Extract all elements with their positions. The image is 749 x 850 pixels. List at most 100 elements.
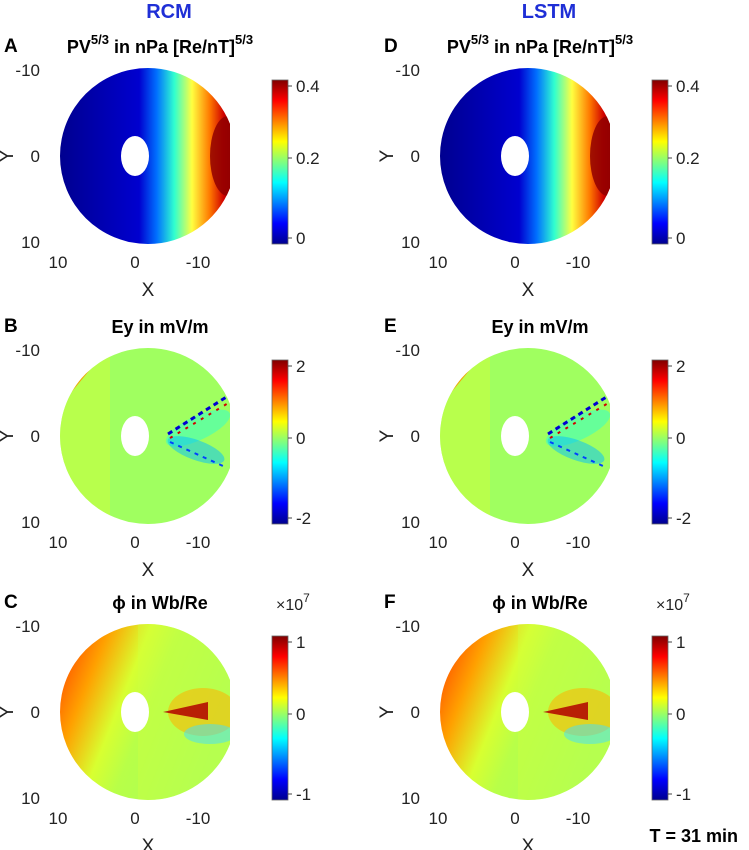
colorbar-tick-label: -2 <box>676 509 691 528</box>
y-tick-label: 0 <box>411 147 420 166</box>
y-axis-label: Y <box>0 705 18 718</box>
colorbar-tick-label: 0.2 <box>676 149 700 168</box>
colorbar-tick-label: -1 <box>296 785 311 804</box>
column-title-1: RCM <box>146 1 192 23</box>
colorbar-exponent: ×107 <box>656 591 690 614</box>
colorbar-tick-label: 0 <box>296 429 305 448</box>
x-tick-label: 10 <box>49 533 68 552</box>
colorbar-tick-label: 0.4 <box>676 77 700 96</box>
inner-boundary <box>501 692 529 732</box>
x-tick-label: 0 <box>130 253 139 272</box>
heatmap <box>440 624 610 800</box>
x-tick-label: 0 <box>510 253 519 272</box>
x-tick-label: -10 <box>186 533 211 552</box>
y-tick-label: 0 <box>31 427 40 446</box>
x-tick-label: 10 <box>49 809 68 828</box>
colorbar-tick-label: 2 <box>296 357 305 376</box>
colorbar-tick-label: 0 <box>676 705 685 724</box>
colorbar-tick-label: 1 <box>296 633 305 652</box>
x-tick-label: 0 <box>130 533 139 552</box>
colorbar-tick-label: 0 <box>296 705 305 724</box>
panel-letter: C <box>4 592 18 613</box>
colorbar-tick-label: -2 <box>296 509 311 528</box>
x-tick-label: 10 <box>49 253 68 272</box>
colorbar <box>271 635 289 801</box>
x-axis-label: X <box>142 280 155 301</box>
colorbar-tick-label: -1 <box>676 785 691 804</box>
y-tick-label: 0 <box>31 147 40 166</box>
x-axis-label: X <box>522 280 535 301</box>
panel-title: PV5/3 in nPa [Re/nT]5/3 <box>447 32 633 57</box>
colorbar <box>271 359 289 525</box>
panel-title: Ey in mV/m <box>111 317 208 337</box>
x-axis-label: X <box>142 836 155 850</box>
heatmap <box>440 348 610 524</box>
colorbar <box>651 79 669 245</box>
y-tick-label: 10 <box>21 513 40 532</box>
y-axis-label: Y <box>377 149 398 162</box>
y-tick-label: 10 <box>21 789 40 808</box>
colorbar-tick-label: 0 <box>676 229 685 248</box>
panel-title: Ey in mV/m <box>491 317 588 337</box>
heatmap <box>60 624 230 800</box>
heatmap <box>440 68 610 244</box>
colorbar <box>271 79 289 245</box>
y-tick-label: 0 <box>411 703 420 722</box>
colorbar <box>651 359 669 525</box>
panel-letter: D <box>384 36 398 57</box>
inner-boundary <box>121 136 149 176</box>
heatmap <box>60 68 230 244</box>
panel-E: E Ey in mV/m -10 0 10 10 0 -10 X Y 2 0 -2 <box>377 316 691 581</box>
panel-D: D PV5/3 in nPa [Re/nT]5/3 -10 0 10 10 0 -10 X Y 0.… <box>377 32 700 301</box>
inner-boundary <box>501 416 529 456</box>
colorbar-exponent: ×107 <box>276 591 310 614</box>
x-tick-label: 0 <box>130 809 139 828</box>
y-tick-label: -10 <box>395 61 420 80</box>
panel-title: PV5/3 in nPa [Re/nT]5/3 <box>67 32 253 57</box>
y-tick-label: -10 <box>15 61 40 80</box>
x-tick-label: -10 <box>186 809 211 828</box>
panel-letter: F <box>384 592 396 613</box>
x-tick-label: -10 <box>566 533 591 552</box>
y-tick-label: -10 <box>395 617 420 636</box>
y-axis-label: Y <box>377 705 398 718</box>
panel-title: ϕ in Wb/Re <box>112 593 207 613</box>
y-axis-label: Y <box>0 149 18 162</box>
panel-A: A PV5/3 in nPa [Re/nT]5/3 -10 0 10 10 0 -10 X Y 0.… <box>0 32 320 301</box>
x-tick-label: -10 <box>566 809 591 828</box>
column-title-2: LSTM <box>522 1 576 23</box>
x-axis-label: X <box>522 836 535 850</box>
y-tick-label: 10 <box>401 513 420 532</box>
y-tick-label: -10 <box>395 341 420 360</box>
heatmap <box>60 348 230 524</box>
colorbar-tick-label: 0.2 <box>296 149 320 168</box>
inner-boundary <box>121 416 149 456</box>
y-axis-label: Y <box>0 429 18 442</box>
colorbar-tick-label: 0.4 <box>296 77 320 96</box>
panel-title: ϕ in Wb/Re <box>492 593 587 613</box>
colorbar-tick-label: 1 <box>676 633 685 652</box>
colorbar-tick-label: 0 <box>676 429 685 448</box>
inner-boundary <box>501 136 529 176</box>
colorbar-tick-label: 2 <box>676 357 685 376</box>
y-tick-label: 0 <box>31 703 40 722</box>
x-tick-label: 0 <box>510 809 519 828</box>
x-axis-label: X <box>522 560 535 581</box>
x-tick-label: -10 <box>566 253 591 272</box>
y-tick-label: 10 <box>401 233 420 252</box>
colorbar <box>651 635 669 801</box>
x-tick-label: -10 <box>186 253 211 272</box>
y-axis-label: Y <box>377 429 398 442</box>
panel-B: B Ey in mV/m -10 0 10 10 0 -10 X Y 2 0 -2 <box>0 316 311 581</box>
x-tick-label: 0 <box>510 533 519 552</box>
x-tick-label: 10 <box>429 533 448 552</box>
x-tick-label: 10 <box>429 253 448 272</box>
colorbar-tick-label: 0 <box>296 229 305 248</box>
y-tick-label: 10 <box>21 233 40 252</box>
y-tick-label: 0 <box>411 427 420 446</box>
y-tick-label: -10 <box>15 341 40 360</box>
panel-letter: E <box>384 316 397 337</box>
